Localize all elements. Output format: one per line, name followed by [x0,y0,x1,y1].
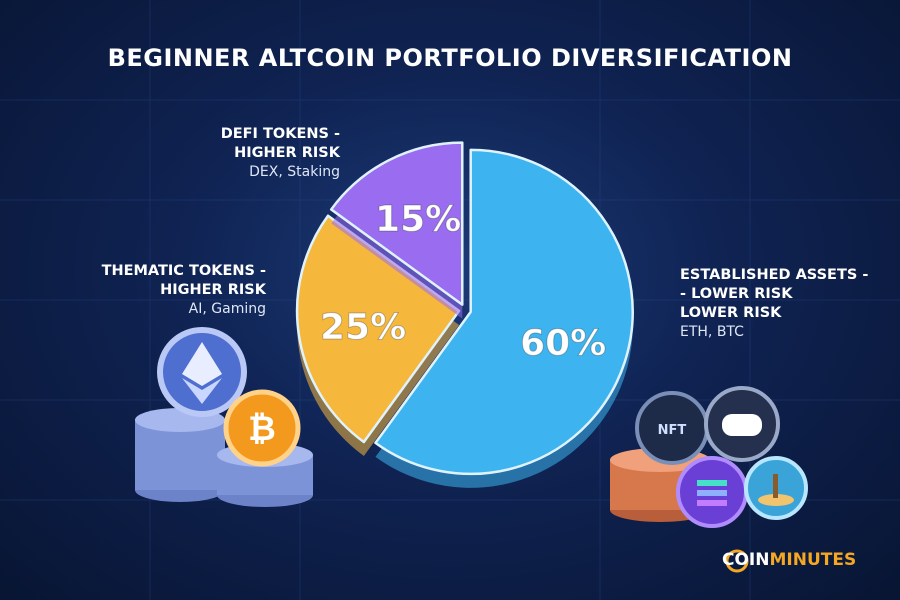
slice-description: AI, Gaming [188,301,266,317]
slice-category: DEFI TOKENS - HIGHER RISK DEX, Staking [150,125,340,182]
svg-text:NFT: NFT [658,423,687,438]
coin-stack-left: ₿ [135,327,313,507]
pie-slice [374,148,634,476]
slice-value-label: 25% [320,307,406,348]
slice-description: ETH, BTC [680,324,744,340]
slice-value-label: 60% [520,323,606,364]
pie-slice [329,141,464,306]
slice-category: ESTABLISHED ASSETS - - LOWER RISK LOWER … [680,267,869,340]
slice-description: DEX, Staking [249,164,340,180]
slice-category: THEMATIC TOKENS - HIGHER RISK AI, Gaming [70,262,266,319]
pie-slice [295,214,461,444]
brand-first: COIN [722,550,770,570]
brand-logo [725,549,749,573]
svg-text:₿: ₿ [248,409,276,449]
coin-stack-right: NFT [610,386,808,528]
slice-value-label: 15% [375,199,461,240]
brand: COINMINUTES [722,550,856,570]
brand-second: MINUTES [769,550,857,570]
chart-title: BEGINNER ALTCOIN PORTFOLIO DIVERSIFICATI… [107,44,793,72]
